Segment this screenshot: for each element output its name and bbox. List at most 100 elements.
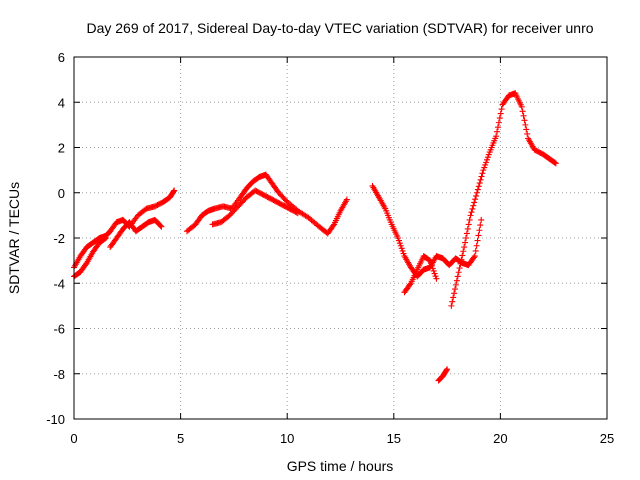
data-point xyxy=(102,235,109,242)
axis-ticks: 0 5 10 15 20 25 -10 -8 -6 -4 -2 0 2 4 6 xyxy=(46,50,614,446)
x-tick-label: 5 xyxy=(177,431,184,446)
data-point xyxy=(157,222,164,229)
data-point xyxy=(498,106,505,113)
data-point xyxy=(476,180,483,187)
data-point xyxy=(495,119,502,126)
data-points xyxy=(71,90,559,384)
data-point xyxy=(443,367,450,374)
data-point xyxy=(470,254,477,261)
data-point xyxy=(481,164,488,171)
data-point xyxy=(452,281,459,288)
data-point xyxy=(484,154,491,161)
data-point xyxy=(472,196,479,203)
x-tick-label: 15 xyxy=(387,431,401,446)
chart-title: Day 269 of 2017, Sidereal Day-to-day VTE… xyxy=(86,20,593,36)
data-point xyxy=(522,121,529,128)
data-point xyxy=(518,103,525,110)
data-point xyxy=(429,265,436,272)
data-point xyxy=(520,112,527,119)
data-point xyxy=(465,221,472,228)
data-point xyxy=(471,253,478,260)
data-point xyxy=(552,160,559,167)
data-point xyxy=(473,189,480,196)
data-point xyxy=(431,270,438,277)
y-tick-label: -10 xyxy=(46,412,65,427)
data-point xyxy=(432,273,439,280)
x-tick-label: 0 xyxy=(70,431,77,446)
data-point xyxy=(428,262,435,269)
data-point xyxy=(294,210,301,217)
data-point xyxy=(485,151,492,158)
data-point xyxy=(524,130,531,137)
data-point xyxy=(464,225,471,232)
data-point xyxy=(497,110,504,117)
data-point xyxy=(450,294,457,301)
data-point xyxy=(470,202,477,209)
data-point xyxy=(170,188,177,195)
data-point xyxy=(343,196,350,203)
y-tick-label: 0 xyxy=(58,186,65,201)
data-point xyxy=(396,240,403,247)
data-point xyxy=(398,245,405,252)
data-point xyxy=(462,235,469,241)
data-point xyxy=(494,128,501,135)
data-point xyxy=(473,242,480,249)
y-tick-label: 4 xyxy=(58,95,65,110)
data-point xyxy=(395,237,402,244)
data-point xyxy=(400,250,407,257)
data-point xyxy=(475,183,482,190)
data-point xyxy=(452,286,459,293)
data-point xyxy=(395,235,402,241)
data-point xyxy=(467,212,474,219)
data-point xyxy=(483,156,490,163)
data-point xyxy=(468,209,475,216)
y-tick-label: 2 xyxy=(58,141,65,156)
data-point xyxy=(477,176,484,183)
y-tick-label: -8 xyxy=(53,367,65,382)
data-point xyxy=(523,126,530,133)
data-point xyxy=(462,239,469,246)
data-point xyxy=(427,260,434,267)
x-axis-label: GPS time / hours xyxy=(287,458,394,474)
x-tick-label: 20 xyxy=(493,431,507,446)
data-point xyxy=(469,205,476,212)
data-point xyxy=(551,159,558,166)
data-point xyxy=(456,265,463,272)
y-tick-label: -4 xyxy=(53,276,65,291)
data-point xyxy=(458,256,465,263)
data-point xyxy=(282,197,289,204)
data-point xyxy=(483,159,490,166)
data-point xyxy=(493,133,500,140)
data-point xyxy=(406,281,413,288)
data-point xyxy=(480,167,487,174)
data-point xyxy=(463,230,470,237)
x-tick-label: 10 xyxy=(280,431,294,446)
data-point xyxy=(430,267,437,274)
data-point xyxy=(496,115,503,122)
data-point xyxy=(478,173,485,180)
data-point xyxy=(451,290,458,297)
data-point xyxy=(454,273,461,280)
data-point xyxy=(521,117,528,124)
data-point xyxy=(494,124,501,131)
data-point xyxy=(471,199,478,206)
data-point xyxy=(448,302,455,309)
data-point xyxy=(455,269,462,276)
data-point xyxy=(478,216,485,223)
y-tick-label: -2 xyxy=(53,231,65,246)
data-point xyxy=(449,298,456,305)
data-point xyxy=(171,187,178,194)
data-point xyxy=(330,222,337,229)
data-point xyxy=(466,216,473,223)
data-point xyxy=(158,223,165,230)
x-tick-label: 25 xyxy=(600,431,614,446)
data-point xyxy=(477,222,484,229)
data-point xyxy=(473,192,480,199)
data-point xyxy=(427,257,434,264)
data-point xyxy=(472,247,479,254)
data-point xyxy=(460,248,467,255)
data-point xyxy=(102,235,109,241)
data-point xyxy=(461,244,468,251)
data-point xyxy=(426,256,433,263)
